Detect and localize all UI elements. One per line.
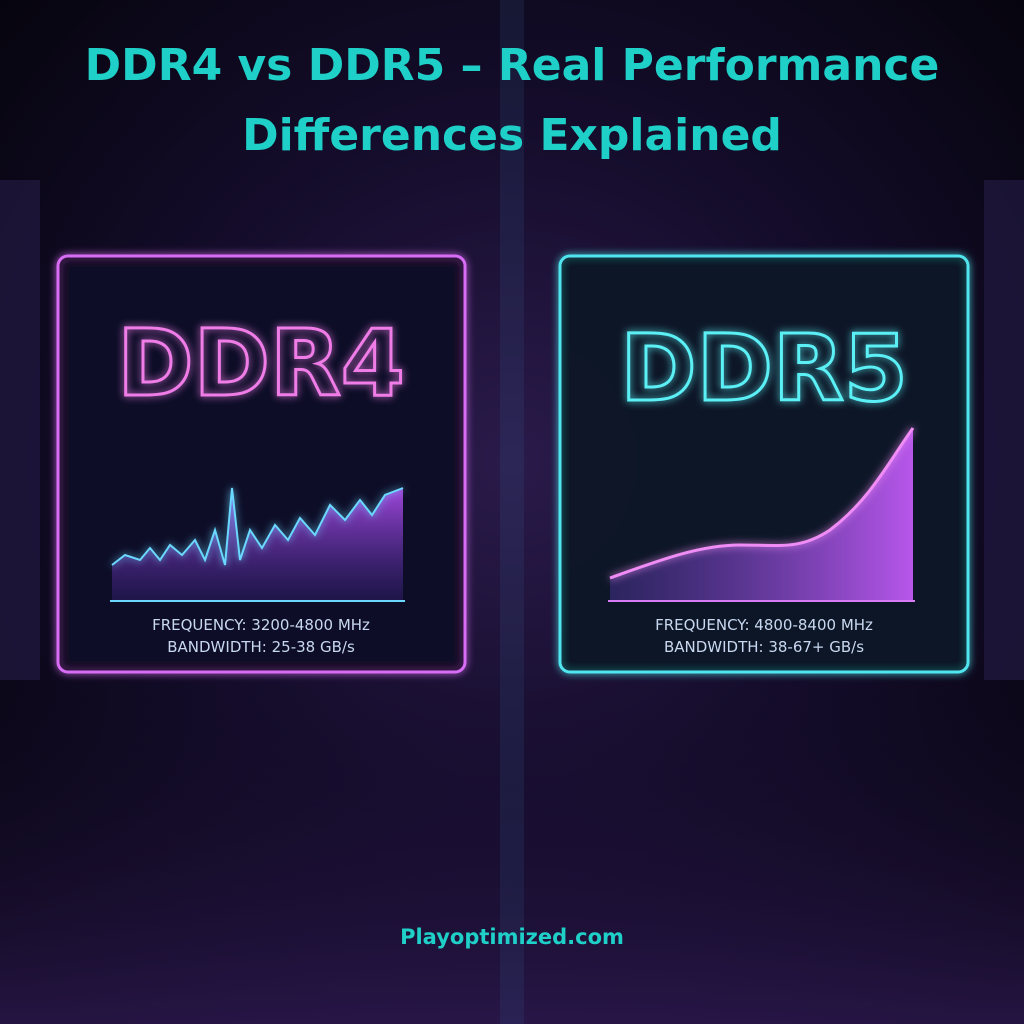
ddr4-panel: DDR4 FREQUENCY: 3200-4800 MHz BANDWIDTH:… [56,254,467,674]
title-line: Differences Explained [242,110,782,161]
spec-bandwidth: BANDWIDTH: 38-67+ GB/s [664,638,864,656]
decorative-line [609,427,915,580]
decorative-graph [610,428,913,600]
light-beam [500,0,524,1024]
title-line: DDR4 vs DDR5 – Real Performance [85,40,940,91]
side-rack [984,180,1024,680]
decorative-graph [112,488,403,600]
decorative-line [111,487,404,566]
panel-label: DDR4 [117,310,405,417]
spec-frequency: FREQUENCY: 3200-4800 MHz [152,616,370,634]
side-rack [0,180,40,680]
spec-bandwidth: BANDWIDTH: 25-38 GB/s [167,638,355,656]
panel-label: DDR5 [620,315,908,422]
spec-frequency: FREQUENCY: 4800-8400 MHz [655,616,873,634]
floor [0,680,1024,1024]
footer-site: Playoptimized.com [400,925,624,949]
ddr5-panel: DDR5 FREQUENCY: 4800-8400 MHz BANDWIDTH:… [558,254,970,674]
